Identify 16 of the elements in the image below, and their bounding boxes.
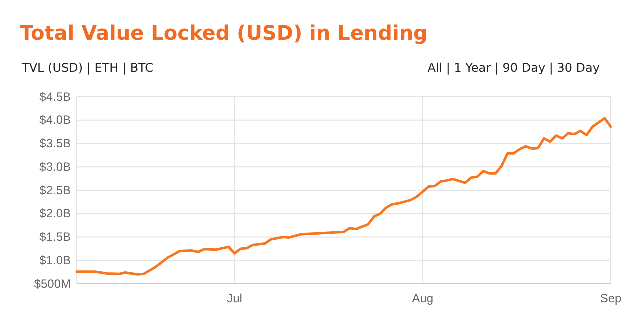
y-tick-label: $3.5B — [40, 136, 71, 151]
line-series — [76, 117, 612, 276]
y-tick-label: $1.5B — [40, 230, 71, 244]
text: TVL (USD) | ETH | BTC — [21, 61, 154, 75]
x-tick-label: Jul — [227, 292, 242, 306]
x-tick-label: Aug — [412, 292, 434, 306]
chart-title: Total Value Locked (USD) in Lending — [20, 21, 428, 45]
x-tick-label: Sep — [600, 292, 622, 306]
y-tick-label: $4.0B — [40, 113, 71, 128]
y-tick-label: $1.0B — [40, 253, 71, 268]
y-tick-label: $3.0B — [40, 160, 71, 174]
y-tick-label: $4.5B — [40, 90, 71, 104]
y-tick-label: $500M — [34, 276, 71, 291]
y-tick-label: $2.5B — [40, 183, 71, 198]
text: All | 1 Year | 90 Day | 30 Day — [428, 61, 600, 75]
y-tick-label: $2.0B — [40, 206, 71, 221]
